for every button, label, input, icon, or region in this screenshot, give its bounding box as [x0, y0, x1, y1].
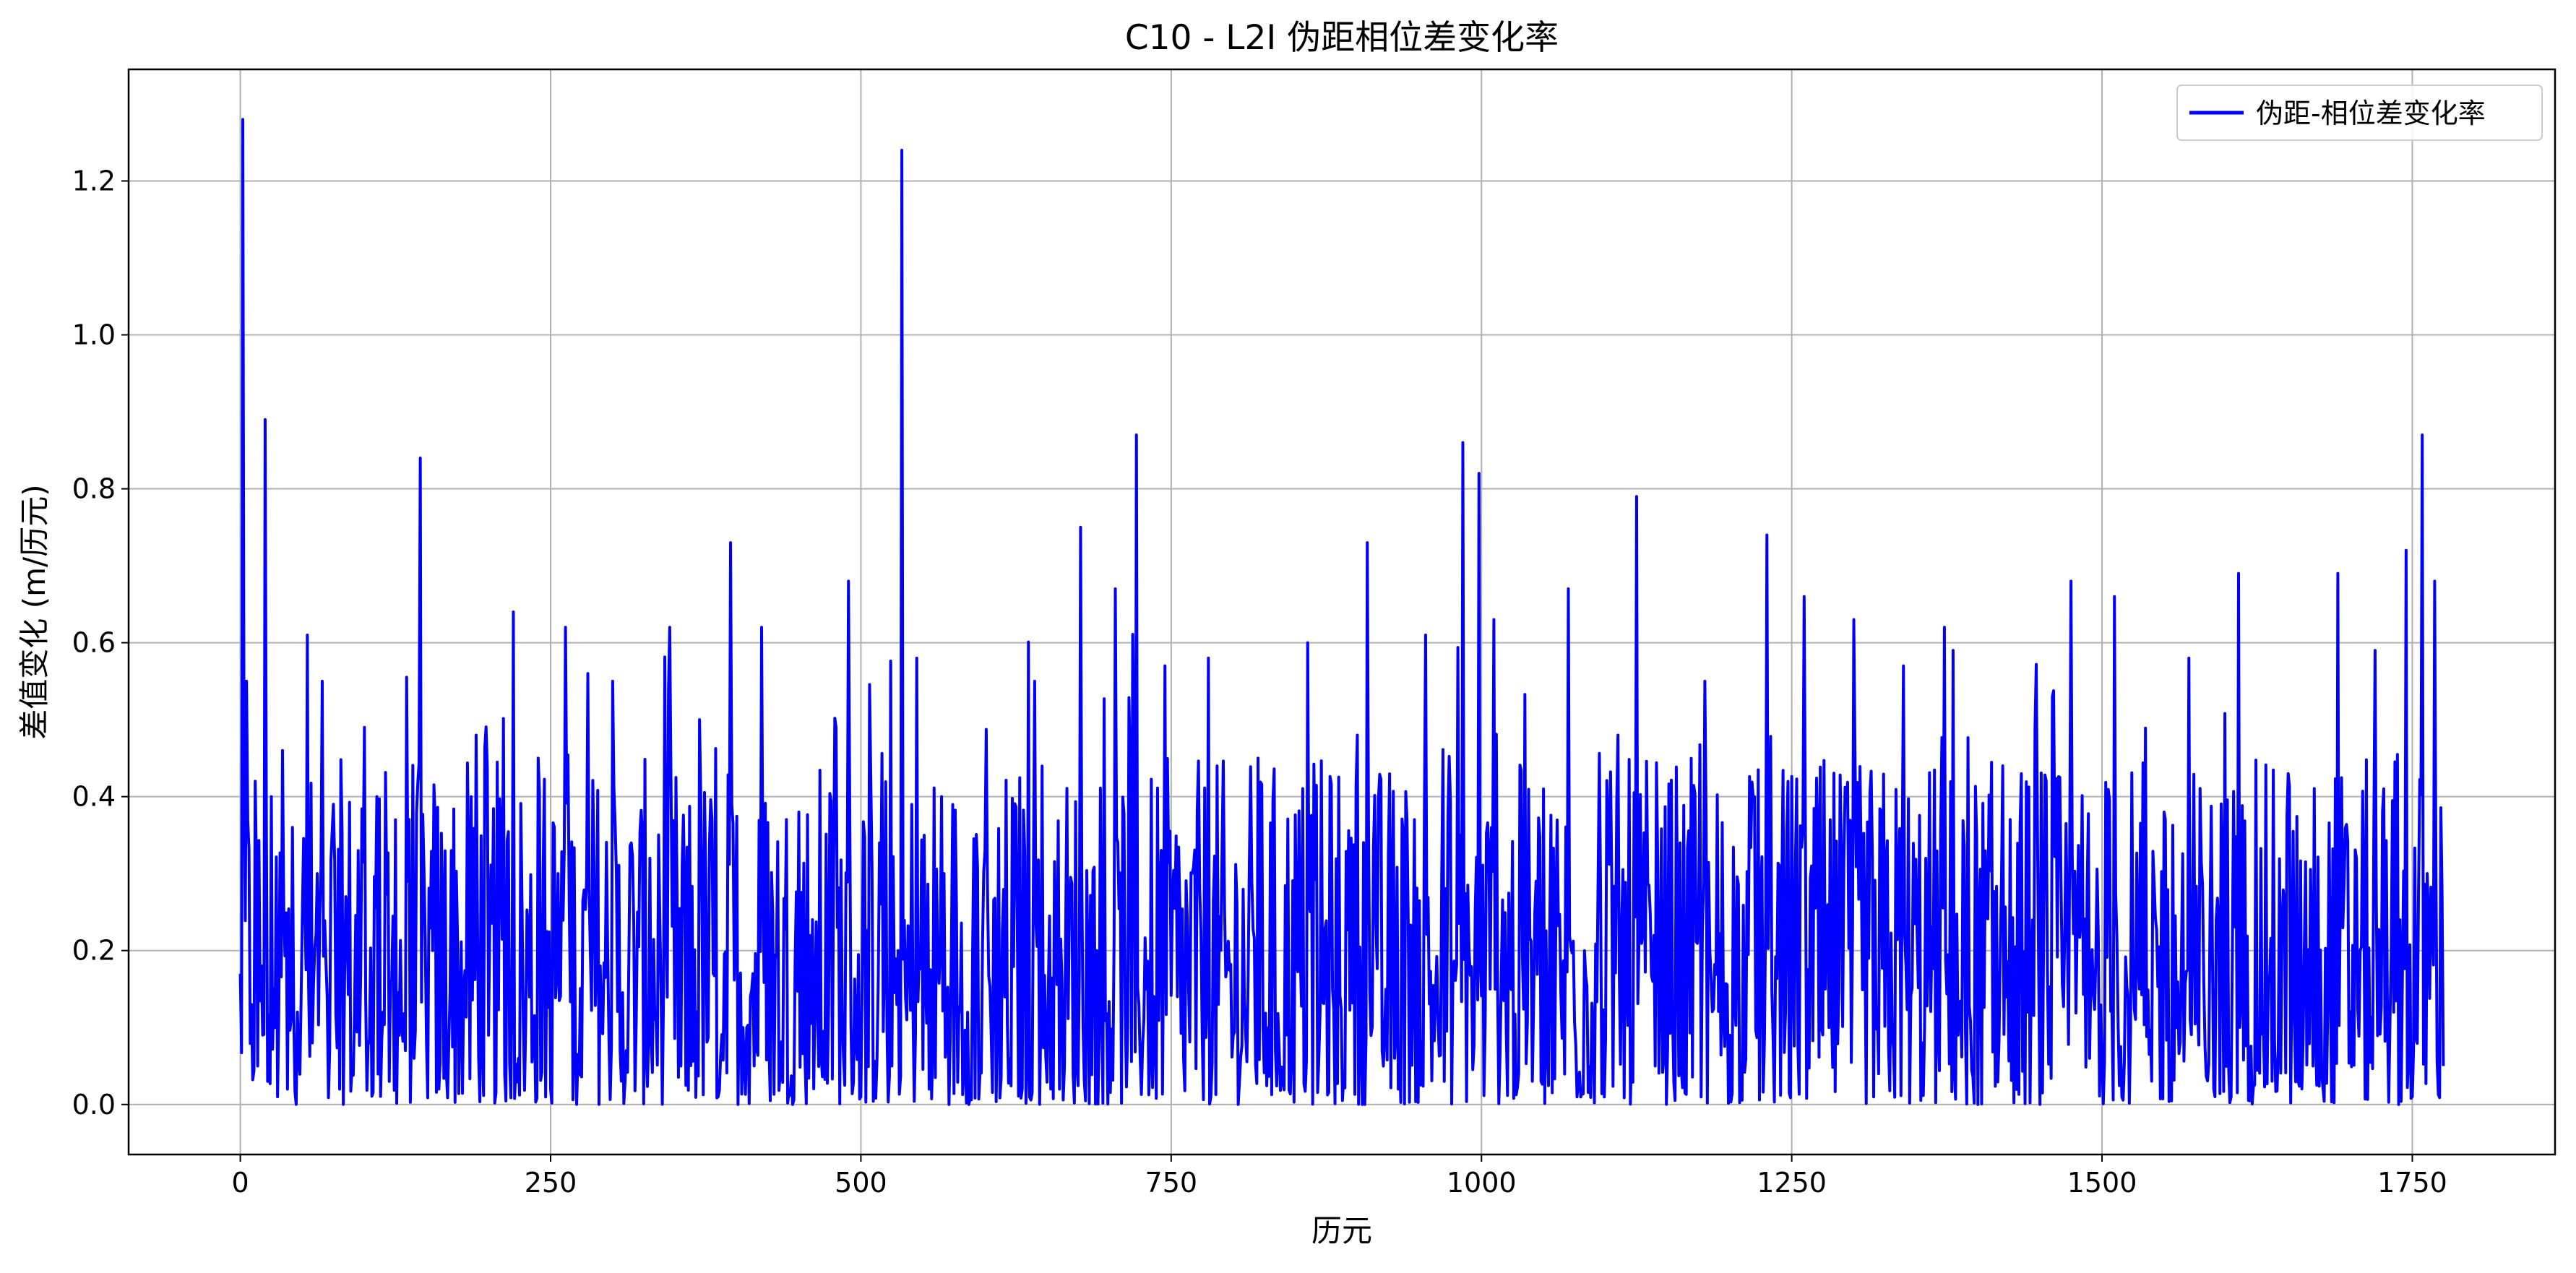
x-tick-label: 1250	[1757, 1167, 1827, 1199]
y-tick-label: 1.0	[72, 319, 116, 351]
y-axis: 0.0 0.2 0.4 0.6 0.8 1.0 1.2	[72, 165, 129, 1121]
grid-lines	[129, 69, 2555, 1155]
x-tick-label: 750	[1145, 1167, 1198, 1199]
plot-frame	[127, 68, 2556, 1156]
y-tick-label: 0.6	[72, 627, 116, 659]
y-tick-label: 0.8	[72, 473, 116, 505]
x-tick-label: 500	[835, 1167, 887, 1199]
y-tick-label: 1.2	[72, 165, 116, 197]
x-tick-label: 250	[525, 1167, 577, 1199]
x-tick-label: 0	[231, 1167, 249, 1199]
series-layer	[238, 118, 2445, 1106]
legend-series-label: 伪距-相位差变化率	[2256, 98, 2486, 129]
legend: 伪距-相位差变化率	[2176, 85, 2543, 141]
x-tick-label: 1000	[1447, 1167, 1517, 1199]
x-axis-title: 历元	[1311, 1213, 1372, 1248]
y-axis-title: 差值变化 (m/历元)	[17, 484, 52, 739]
x-axis: 0 250 500 750 1000 1250 1500 1750	[231, 1155, 2447, 1199]
x-tick-label: 1500	[2067, 1167, 2137, 1199]
legend-box	[2176, 85, 2543, 141]
series-line	[238, 118, 2445, 1106]
y-tick-label: 0.4	[72, 781, 116, 813]
y-tick-label: 0.0	[72, 1089, 116, 1121]
x-tick-label: 1750	[2377, 1167, 2447, 1199]
y-tick-label: 0.2	[72, 935, 116, 967]
chart-title: C10 - L2I 伪距相位差变化率	[1125, 18, 1559, 58]
